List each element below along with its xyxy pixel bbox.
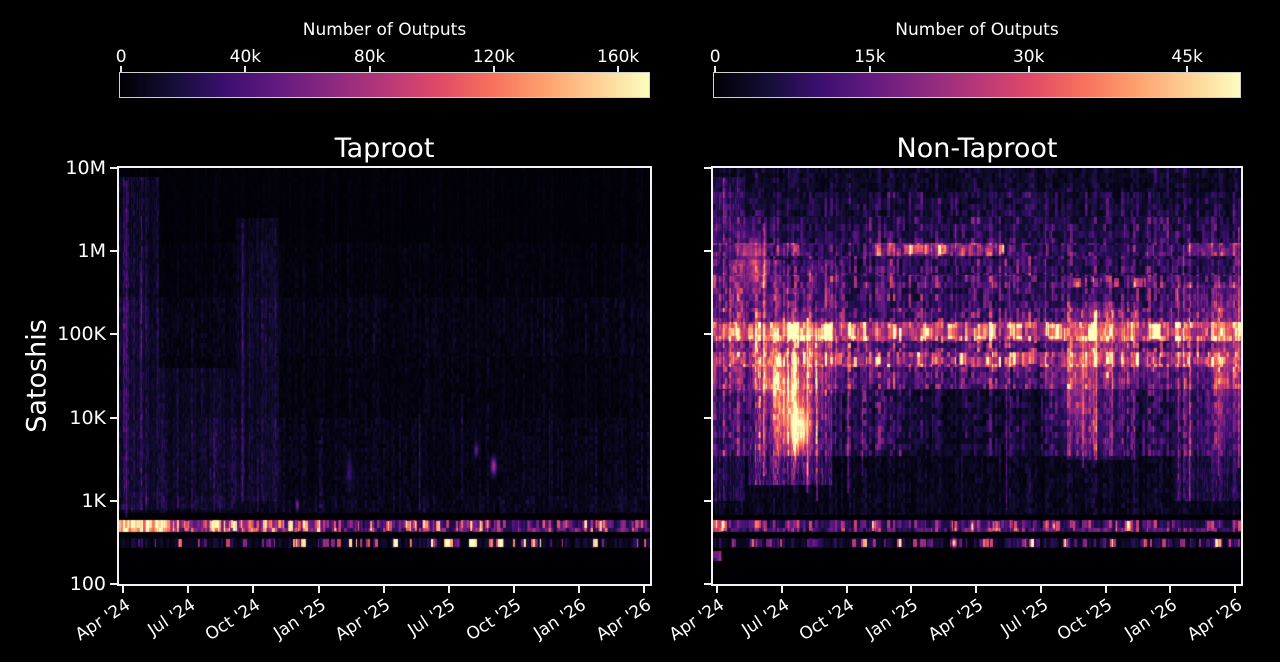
colorbar-tick-labels: 0 40k 80k 120k 160k bbox=[115, 47, 650, 67]
plot-title-non-taproot: Non-Taproot bbox=[896, 133, 1058, 164]
x-tick-mark bbox=[1039, 586, 1042, 593]
x-tick-label: Oct '25 bbox=[1054, 595, 1117, 646]
x-tick-label: Jul '25 bbox=[996, 595, 1052, 641]
colorbar-tick-mark bbox=[120, 66, 123, 72]
y-tick-mark bbox=[110, 167, 117, 169]
x-tick-label: Apr '26 bbox=[1183, 595, 1246, 646]
colorbar-tick-label: 40k bbox=[229, 47, 262, 67]
y-tick-mark bbox=[704, 333, 711, 336]
x-tick-mark bbox=[1233, 586, 1236, 593]
colorbar-tick-mark bbox=[1027, 66, 1030, 72]
x-tick-label: Jan '25 bbox=[269, 595, 330, 644]
x-tick-mark bbox=[1104, 586, 1107, 593]
colorbar-tick-label: 15k bbox=[854, 47, 886, 67]
colorbar-tick-mark bbox=[617, 66, 620, 72]
x-tick-label: Oct '24 bbox=[202, 595, 265, 646]
colorbar-tick-mark bbox=[714, 66, 717, 72]
x-tick-label: Apr '24 bbox=[665, 595, 729, 646]
colorbar-left: Number of Outputs 0 40k 80k 120k 160k bbox=[115, 0, 650, 110]
x-tick-label: Jul '24 bbox=[144, 595, 200, 641]
y-tick-mark bbox=[110, 333, 117, 336]
colorbar-gradient bbox=[713, 72, 1241, 98]
colorbar-tick-label: 120k bbox=[472, 47, 516, 67]
colorbar-tick-label: 0 bbox=[709, 47, 721, 67]
x-tick-label: Jul '24 bbox=[738, 595, 793, 641]
x-tick-label: Jul '25 bbox=[404, 595, 460, 641]
x-tick-mark bbox=[317, 586, 320, 593]
x-tick-mark bbox=[187, 586, 190, 593]
colorbar-tick-label: 30k bbox=[1012, 47, 1045, 67]
colorbar-tick-mark bbox=[492, 66, 495, 72]
y-tick-mark bbox=[704, 583, 711, 585]
x-tick-mark bbox=[512, 586, 515, 593]
x-tick-mark bbox=[975, 586, 978, 593]
x-tick-mark bbox=[252, 586, 255, 593]
x-tick-label: Apr '25 bbox=[332, 595, 395, 646]
x-tick-mark bbox=[845, 586, 848, 593]
colorbar-tick-mark bbox=[368, 66, 371, 72]
x-tick-label: Jan '26 bbox=[530, 595, 590, 644]
x-tick-label: Jan '25 bbox=[862, 595, 923, 644]
y-tick-mark bbox=[110, 250, 117, 253]
heatmap-canvas-taproot bbox=[119, 168, 650, 584]
colorbar-tick-mark bbox=[868, 66, 871, 72]
x-tick-mark bbox=[910, 586, 913, 593]
y-tick-label: 1K bbox=[81, 489, 106, 512]
y-tick-label: 100 bbox=[69, 573, 106, 595]
colorbar-tick-label: 160k bbox=[596, 47, 640, 67]
colorbar-gradient bbox=[119, 72, 650, 98]
y-tick-mark bbox=[704, 167, 711, 169]
colorbar-title: Number of Outputs bbox=[895, 20, 1059, 40]
x-tick-mark bbox=[642, 586, 645, 593]
colorbar-tick-labels: 0 15k 30k 45k bbox=[709, 47, 1241, 67]
colorbar-tick-label: 45k bbox=[1171, 47, 1203, 67]
x-tick-label: Oct '25 bbox=[462, 595, 525, 646]
y-tick-label: 10M bbox=[65, 157, 106, 179]
y-tick-mark bbox=[704, 416, 711, 419]
y-tick-mark bbox=[110, 499, 117, 502]
colorbar-right: Number of Outputs 0 15k 30k 45k bbox=[709, 0, 1241, 110]
colorbar-tick-mark bbox=[1186, 66, 1189, 72]
plot-title-taproot: Taproot bbox=[334, 133, 435, 164]
x-tick-label: Apr '26 bbox=[592, 595, 655, 646]
y-tick-mark bbox=[110, 583, 117, 585]
y-tick-mark bbox=[704, 250, 711, 253]
x-tick-mark bbox=[577, 586, 580, 593]
x-tick-label: Jan '26 bbox=[1121, 595, 1182, 644]
x-tick-mark bbox=[1169, 586, 1172, 593]
y-axis-label: Satoshis bbox=[21, 319, 53, 433]
y-tick-mark bbox=[110, 416, 117, 419]
y-tick-label: 1M bbox=[77, 240, 106, 263]
x-tick-mark bbox=[447, 586, 450, 593]
colorbar-tick-mark bbox=[244, 66, 247, 72]
x-tick-label: Apr '25 bbox=[924, 595, 987, 646]
heatmap-canvas-non-taproot bbox=[713, 168, 1241, 584]
colorbar-tick-label: 80k bbox=[353, 47, 386, 67]
y-tick-mark bbox=[704, 499, 711, 502]
x-tick-label: Oct '24 bbox=[795, 595, 858, 646]
x-tick-mark bbox=[382, 586, 385, 593]
colorbar-tick-label: 0 bbox=[115, 47, 127, 67]
x-tick-mark bbox=[122, 586, 125, 593]
x-tick-label: Apr '24 bbox=[71, 595, 135, 646]
x-tick-mark bbox=[716, 586, 719, 593]
colorbar-title: Number of Outputs bbox=[302, 20, 467, 40]
x-tick-mark bbox=[780, 586, 783, 593]
